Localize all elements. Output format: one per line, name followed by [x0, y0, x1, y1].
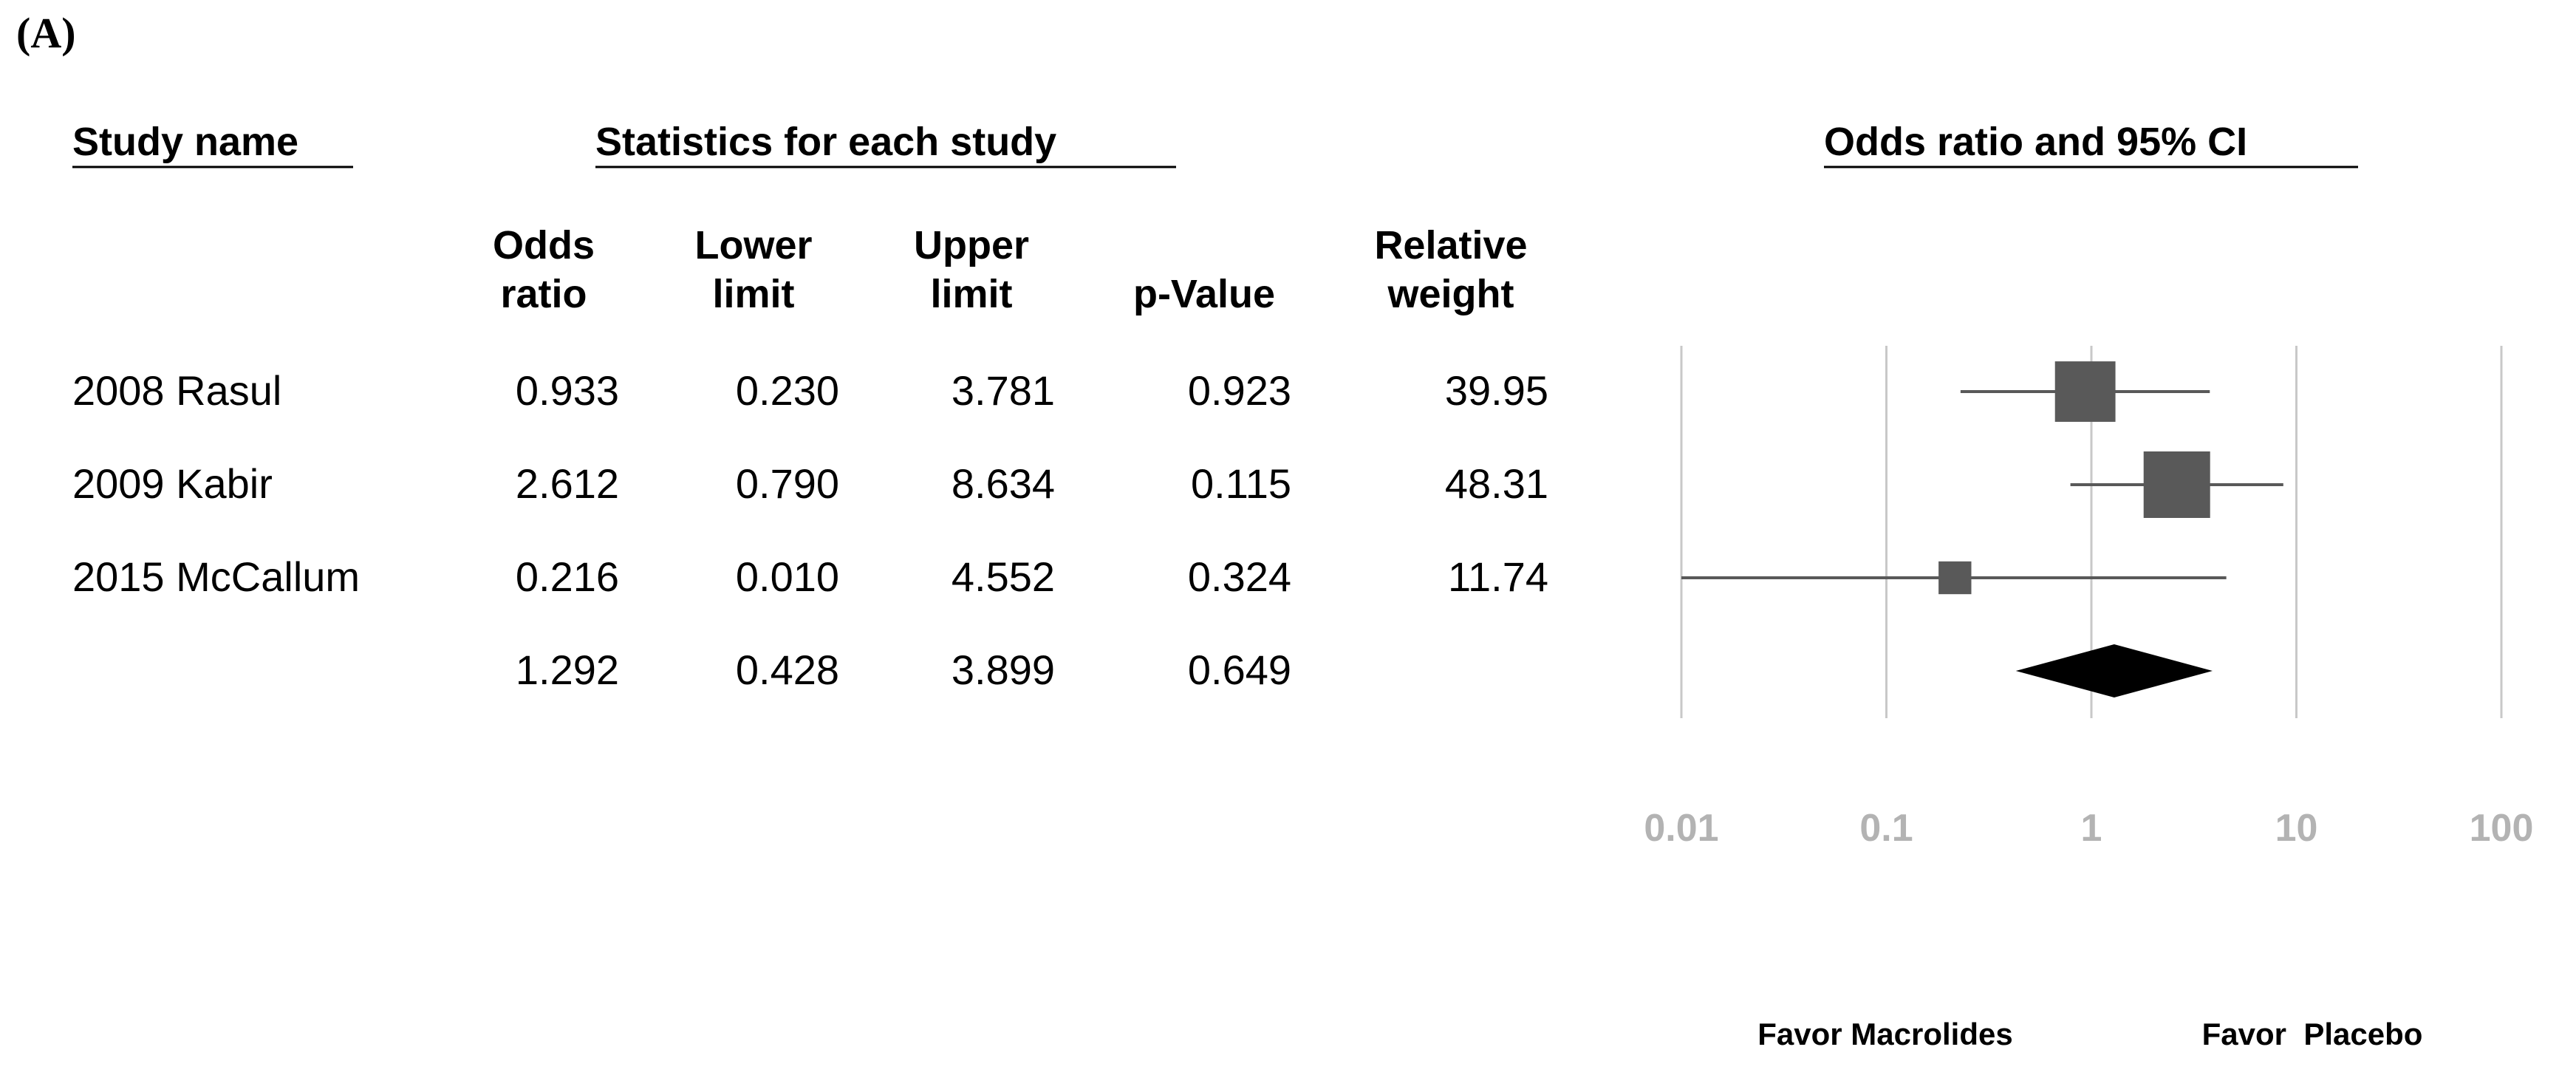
study-name: 2008 Rasul	[72, 367, 281, 414]
study-table: 2008 Rasul 0.933 0.230 3.781 0.923 39.95…	[72, 367, 1548, 693]
col-p-label: p-Value	[1133, 272, 1275, 316]
summary-row: 1.292 0.428 3.899 0.649	[516, 647, 1291, 693]
favor-left-label: Favor Macrolides	[1757, 1017, 2012, 1051]
col-weight-line2: weight	[1387, 272, 1514, 316]
lower-limit-value: 0.010	[736, 553, 839, 600]
col-or-line2: ratio	[500, 272, 587, 316]
header-study-name: Study name	[72, 120, 298, 164]
x-tick-label: 100	[2470, 807, 2534, 850]
relative-weight-value: 48.31	[1445, 460, 1548, 507]
upper-limit-value: 4.552	[952, 553, 1055, 600]
study-marker	[2054, 361, 2116, 422]
upper-limit-value: 8.634	[952, 460, 1055, 507]
study-name: 2009 Kabir	[72, 460, 273, 507]
p-value: 0.115	[1191, 460, 1291, 507]
col-upper-line1: Upper	[914, 223, 1029, 267]
summary-upper-limit-value: 3.899	[952, 647, 1055, 693]
p-value: 0.324	[1188, 553, 1291, 600]
header-statistics: Statistics for each study	[595, 120, 1056, 164]
table-row: 2015 McCallum 0.216 0.010 4.552 0.324 11…	[72, 553, 1548, 600]
relative-weight-value: 11.74	[1448, 553, 1548, 600]
x-tick-label: 0.01	[1644, 807, 1718, 850]
relative-weight-value: 39.95	[1445, 367, 1548, 414]
x-tick-label: 0.1	[1859, 807, 1913, 850]
odds-ratio-value: 0.216	[516, 553, 619, 600]
col-lower-line2: limit	[712, 272, 794, 316]
section-headers: Study name Statistics for each study Odd…	[72, 120, 2358, 168]
header-plot: Odds ratio and 95% CI	[1824, 120, 2247, 164]
study-marker	[1938, 561, 1972, 595]
col-lower-line1: Lower	[694, 223, 812, 267]
lower-limit-value: 0.790	[736, 460, 839, 507]
panel-label: (A)	[16, 9, 76, 57]
x-tick-label: 1	[2081, 807, 2102, 850]
col-weight-line1: Relative	[1374, 223, 1527, 267]
p-value: 0.923	[1188, 367, 1291, 414]
summary-odds-ratio-value: 1.292	[516, 647, 619, 693]
lower-limit-value: 0.230	[736, 367, 839, 414]
table-row: 2009 Kabir 2.612 0.790 8.634 0.115 48.31	[72, 460, 1548, 507]
forest-plot-area: 0.01 0.1 1 10 100	[1644, 346, 2533, 850]
summary-p-value: 0.649	[1188, 647, 1291, 693]
study-name: 2015 McCallum	[72, 553, 360, 600]
favor-right-label: Favor Placebo	[2202, 1017, 2423, 1051]
col-or-line1: Odds	[493, 223, 595, 267]
x-tick-label: 10	[2275, 807, 2318, 850]
study-marker	[2143, 451, 2210, 518]
table-row: 2008 Rasul 0.933 0.230 3.781 0.923 39.95	[72, 367, 1548, 414]
column-headers: Odds ratio Lower limit Upper limit p-Val…	[493, 223, 1528, 316]
upper-limit-value: 3.781	[952, 367, 1055, 414]
summary-lower-limit-value: 0.428	[736, 647, 839, 693]
summary-diamond	[2015, 644, 2213, 697]
odds-ratio-value: 0.933	[516, 367, 619, 414]
odds-ratio-value: 2.612	[516, 460, 619, 507]
col-upper-line2: limit	[930, 272, 1012, 316]
